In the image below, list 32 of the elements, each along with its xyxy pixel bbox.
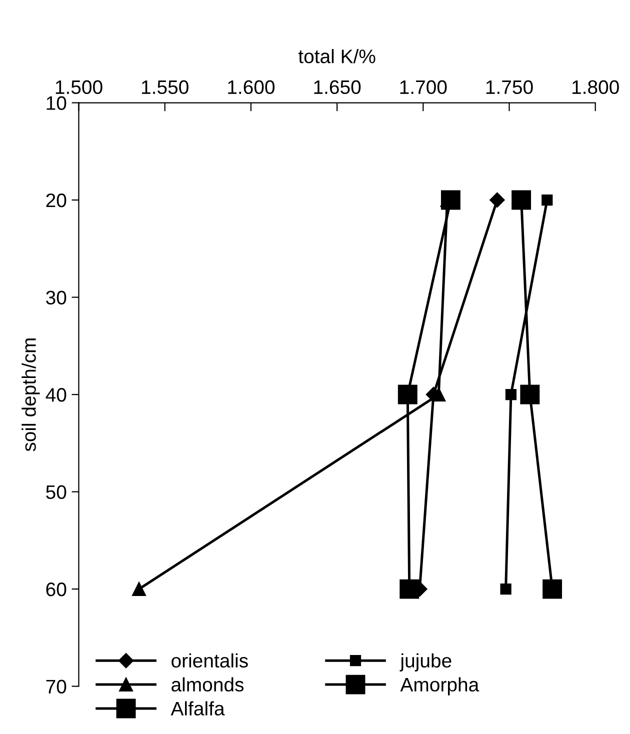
- point: [542, 579, 562, 599]
- y-tick-label: 50: [46, 485, 66, 500]
- point: [520, 384, 540, 404]
- y-axis-title: soil depth/cm: [22, 338, 40, 452]
- y-tick-label: 40: [46, 388, 66, 402]
- x-tick-label: 1.550: [142, 80, 188, 94]
- point: [432, 388, 446, 402]
- y-tick-label: 70: [46, 680, 66, 694]
- point: [400, 579, 420, 599]
- y-tick-label: 60: [46, 582, 66, 596]
- legend-label: Alfalfa: [170, 701, 225, 716]
- x-tick-label: 1.750: [486, 80, 533, 94]
- legend-label: almonds: [172, 677, 244, 692]
- x-tick-label: 1.600: [228, 80, 275, 94]
- x-tick-label: 1.650: [314, 80, 361, 94]
- point: [512, 190, 532, 210]
- legend-label: jujube: [400, 653, 452, 672]
- y-tick-label: 20: [46, 193, 66, 208]
- x-tick-label: 1.700: [400, 80, 447, 94]
- legend-label: orientalis: [172, 653, 248, 668]
- point: [490, 192, 505, 208]
- y-tick-label: 10: [46, 96, 66, 110]
- y-tick-label: 30: [46, 290, 66, 305]
- x-tick-label: 1.800: [572, 80, 619, 94]
- point: [505, 388, 517, 400]
- x-tick-label: 1.500: [56, 80, 102, 94]
- point: [542, 194, 553, 206]
- point: [398, 384, 418, 404]
- point: [132, 582, 146, 596]
- legend-label: Amorpha: [400, 677, 480, 696]
- point: [500, 583, 512, 595]
- x-axis-title: total K/%: [298, 49, 376, 64]
